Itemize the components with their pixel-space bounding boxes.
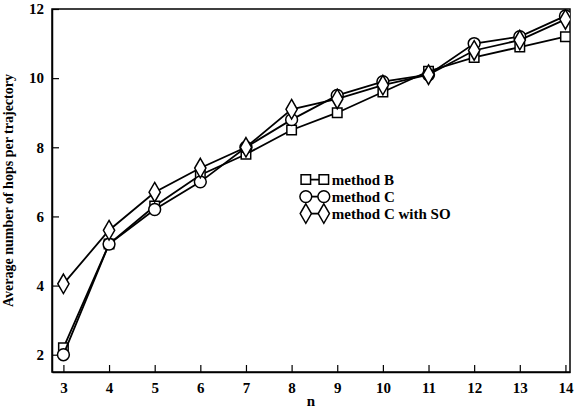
series-line <box>63 37 565 348</box>
tick: 3 <box>60 365 68 396</box>
marker <box>58 274 69 294</box>
tick-label: 9 <box>334 380 342 396</box>
x-axis: 3 4 5 6 7 8 9 10 11 12 13 14 <box>53 365 574 396</box>
tick-label: 10 <box>29 70 44 86</box>
legend-item: method C with SO <box>300 204 450 224</box>
chart: 3456789101112131424681012method Bmethod … <box>0 0 586 410</box>
tick-label: 12 <box>29 1 44 17</box>
tick: 2 <box>37 347 60 363</box>
y-axis: 2 4 6 8 10 12 <box>29 1 59 372</box>
tick: 9 <box>334 365 342 396</box>
marker <box>149 182 160 202</box>
tick-label: 11 <box>422 380 436 396</box>
data-area <box>57 10 570 361</box>
tick-mark <box>292 365 293 372</box>
tick-mark <box>52 9 59 10</box>
marker <box>103 220 114 240</box>
tick: 10 <box>29 70 59 86</box>
marker <box>560 10 570 30</box>
tick: 4 <box>37 278 60 294</box>
plot-frame <box>52 9 570 372</box>
tick-mark <box>200 365 201 372</box>
tick-label: 3 <box>60 380 68 396</box>
tick: 4 <box>106 365 114 396</box>
tick: 12 <box>29 1 59 17</box>
tick-mark <box>383 365 384 372</box>
marker <box>332 89 343 109</box>
legend-label: method C <box>332 189 395 205</box>
tick-mark <box>337 365 338 372</box>
tick-label: 13 <box>513 380 528 396</box>
axis-line <box>52 10 54 373</box>
marker <box>423 65 434 85</box>
marker <box>561 32 570 41</box>
legend-item: method B <box>301 172 394 188</box>
tick-label: 12 <box>467 380 482 396</box>
series-line <box>63 16 565 355</box>
legend-marker <box>318 204 329 224</box>
tick: 8 <box>288 365 296 396</box>
tick-mark <box>428 365 429 372</box>
legend-marker <box>318 191 330 203</box>
tick-label: 6 <box>197 380 205 396</box>
marker <box>286 99 297 119</box>
tick: 14 <box>558 365 574 396</box>
marker <box>149 204 161 216</box>
y-axis-title: Average number of hops per trajectory <box>1 74 16 307</box>
tick: 6 <box>197 365 205 396</box>
tick-mark <box>565 365 566 372</box>
tick: 7 <box>243 365 251 396</box>
tick-label: 4 <box>37 278 45 294</box>
tick-label: 10 <box>376 380 391 396</box>
tick-label: 8 <box>37 140 45 156</box>
legend-marker <box>301 175 310 184</box>
tick-label: 8 <box>288 380 296 396</box>
series-line <box>63 19 565 283</box>
tick-mark <box>155 365 156 372</box>
legend: method Bmethod Cmethod C with SO <box>300 172 451 224</box>
marker <box>514 30 525 50</box>
legend-label: method B <box>332 172 394 188</box>
tick-label: 14 <box>558 380 574 396</box>
tick: 12 <box>467 365 482 396</box>
tick-label: 6 <box>37 209 45 225</box>
tick: 13 <box>513 365 528 396</box>
marker <box>377 75 388 95</box>
axis-line <box>53 372 571 374</box>
marker <box>57 349 69 361</box>
legend-marker <box>319 175 328 184</box>
tick-label: 4 <box>106 380 114 396</box>
tick-mark <box>52 78 59 79</box>
legend-label: method C with SO <box>332 206 451 222</box>
tick-label: 5 <box>151 380 159 396</box>
tick-mark <box>52 285 59 286</box>
tick-mark <box>52 147 59 148</box>
tick-mark <box>520 365 521 372</box>
tick-mark <box>63 365 64 372</box>
tick: 8 <box>37 140 60 156</box>
marker <box>469 41 480 61</box>
legend-marker <box>300 204 311 224</box>
tick-mark <box>246 365 247 372</box>
x-axis-title: n <box>307 393 316 409</box>
legend-marker <box>300 191 312 203</box>
marker <box>240 138 251 158</box>
tick: 5 <box>151 365 159 396</box>
tick-label: 2 <box>37 347 45 363</box>
tick-mark <box>474 365 475 372</box>
tick: 10 <box>376 365 391 396</box>
tick-mark <box>52 216 59 217</box>
tick: 11 <box>422 365 436 396</box>
plot: 3456789101112131424681012method Bmethod … <box>29 1 574 395</box>
marker <box>195 158 206 178</box>
tick: 6 <box>37 209 60 225</box>
marker <box>287 125 296 134</box>
tick-label: 7 <box>243 380 251 396</box>
tick-mark <box>109 365 110 372</box>
legend-item: method C <box>300 189 395 205</box>
